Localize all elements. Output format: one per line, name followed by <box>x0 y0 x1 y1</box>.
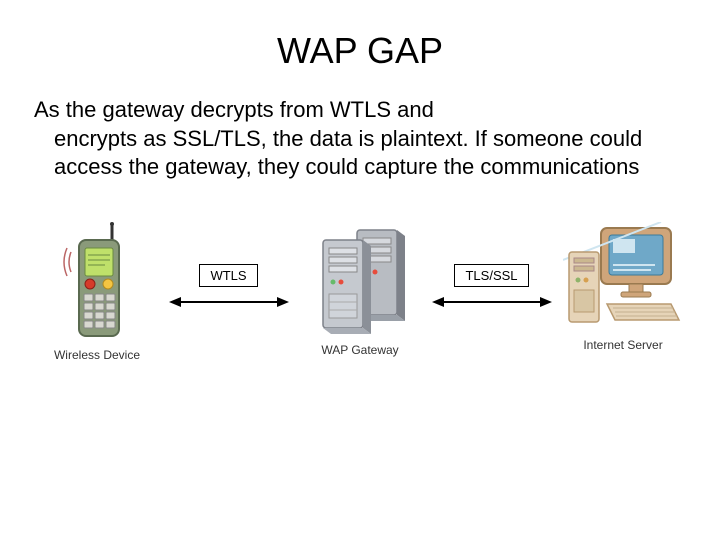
internet-server-caption: Internet Server <box>583 338 662 352</box>
double-arrow-right-icon <box>432 295 552 309</box>
wap-gateway-icon <box>305 222 415 337</box>
body-line-rest: encrypts as SSL/TLS, the data is plainte… <box>34 125 686 182</box>
double-arrow-left-icon <box>169 295 289 309</box>
wireless-device-icon <box>57 222 137 342</box>
internet-server-node: Internet Server <box>558 222 688 352</box>
body-line-first: As the gateway decrypts from WTLS and <box>34 97 434 122</box>
wap-gateway-caption: WAP Gateway <box>321 343 398 357</box>
tls-ssl-label: TLS/SSL <box>454 264 528 287</box>
internet-server-icon <box>563 222 683 332</box>
wap-gap-diagram: Wireless Device WTLS <box>30 222 690 362</box>
tls-ssl-connector: TLS/SSL <box>427 264 557 309</box>
slide-title: WAP GAP <box>30 30 690 72</box>
slide-body: As the gateway decrypts from WTLS and en… <box>30 96 690 182</box>
wireless-device-node: Wireless Device <box>32 222 162 362</box>
wtls-connector: WTLS <box>164 264 294 309</box>
wtls-label: WTLS <box>199 264 257 287</box>
wap-gateway-node: WAP Gateway <box>295 222 425 357</box>
wireless-device-caption: Wireless Device <box>54 348 140 362</box>
